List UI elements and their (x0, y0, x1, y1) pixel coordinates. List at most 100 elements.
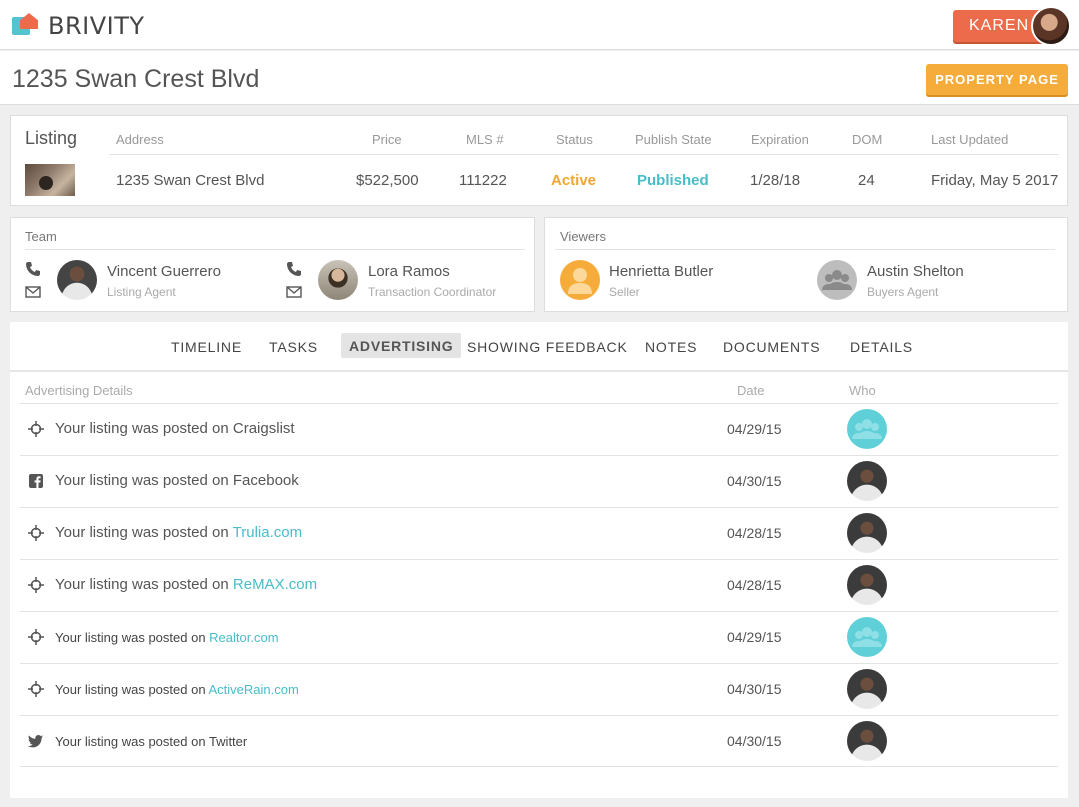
viewer-role: Seller (609, 285, 640, 299)
user-silhouette-icon (568, 268, 592, 294)
brand-name: BRIVITY (48, 12, 145, 40)
title-row: 1235 Swan Crest Blvd PROPERTY PAGE (0, 51, 1079, 105)
viewer-avatar-austin[interactable] (817, 260, 857, 300)
advertising-site-link[interactable]: Trulia.com (232, 524, 303, 541)
property-page-button[interactable]: PROPERTY PAGE (926, 64, 1068, 95)
phone-icon[interactable] (25, 261, 41, 277)
advertising-date: 04/28/15 (727, 525, 782, 541)
crosshair-icon (28, 525, 44, 541)
team-member-name[interactable]: Lora Ramos (368, 263, 450, 280)
user-avatar[interactable] (1031, 6, 1071, 46)
date-header: Date (737, 383, 765, 398)
col-price: Price (372, 132, 402, 147)
advertising-date: 04/29/15 (727, 629, 782, 645)
page-title: 1235 Swan Crest Blvd (12, 65, 260, 93)
listing-panel: Listing Address Price MLS # Status Publi… (10, 115, 1068, 206)
advertising-site-link[interactable]: Realtor.com (209, 630, 279, 645)
advertising-date: 04/30/15 (727, 473, 782, 489)
advertising-text: Your listing was posted on ActiveRain.co… (55, 682, 299, 697)
tab-showing-feedback[interactable]: SHOWING FEEDBACK (467, 339, 628, 355)
team-panel: Team Vincent Guerrero Listing Agent Lora… (10, 217, 535, 312)
team-title: Team (25, 229, 57, 244)
col-last-updated: Last Updated (931, 132, 1009, 147)
brivity-logo[interactable]: BRIVITY (12, 12, 145, 40)
col-dom: DOM (852, 132, 883, 147)
advertising-text: Your listing was posted on Twitter (55, 734, 247, 749)
advertising-row[interactable]: Your listing was posted on Craigslist 04/… (20, 403, 1058, 455)
viewer-role: Buyers Agent (867, 285, 939, 299)
listing-price: $522,500 (356, 172, 419, 189)
advertising-prefix: Your listing was posted on (55, 734, 209, 749)
col-mls: MLS # (466, 132, 504, 147)
listing-title: Listing (25, 128, 78, 148)
team-divider (25, 249, 525, 250)
team-member-role: Transaction Coordinator (368, 285, 497, 299)
listing-publish-state: Published (637, 172, 709, 189)
advertising-details-header: Advertising Details (25, 383, 133, 398)
who-person-avatar[interactable] (847, 513, 887, 553)
group-icon (822, 270, 852, 290)
tab-details[interactable]: DETAILS (850, 339, 913, 355)
col-publish-state: Publish State (635, 132, 712, 147)
who-person-avatar[interactable] (847, 461, 887, 501)
main-panel: TIMELINE TASKS ADVERTISING SHOWING FEEDB… (10, 322, 1068, 798)
viewer-name[interactable]: Austin Shelton (867, 263, 964, 280)
group-icon (852, 419, 882, 439)
col-address: Address (116, 132, 164, 147)
advertising-site-name: Craigslist (232, 420, 295, 437)
tab-notes[interactable]: NOTES (645, 339, 698, 355)
listing-thumbnail[interactable] (25, 164, 75, 196)
advertising-prefix: Your listing was posted on (55, 524, 233, 541)
mail-icon[interactable] (25, 284, 41, 300)
team-avatar-lora[interactable] (318, 260, 358, 300)
who-person-avatar[interactable] (847, 565, 887, 605)
tab-documents[interactable]: DOCUMENTS (723, 339, 821, 355)
who-team-avatar[interactable] (847, 409, 887, 449)
viewers-divider (555, 249, 1055, 250)
listing-divider (109, 154, 1059, 155)
advertising-prefix: Your listing was posted on (55, 630, 210, 645)
who-header: Who (849, 383, 876, 398)
listing-status: Active (551, 172, 597, 189)
team-member-name[interactable]: Vincent Guerrero (107, 263, 221, 280)
advertising-row[interactable]: Your listing was posted on Twitter 04/30/… (20, 715, 1058, 767)
col-status: Status (556, 132, 593, 147)
advertising-prefix: Your listing was posted on (55, 576, 233, 593)
viewer-avatar-henrietta[interactable] (560, 260, 600, 300)
brivity-logo-icon (12, 13, 42, 39)
col-expiration: Expiration (751, 132, 809, 147)
advertising-date: 04/28/15 (727, 577, 782, 593)
crosshair-icon (28, 681, 44, 697)
advertising-site-name: Twitter (208, 734, 248, 749)
viewer-name[interactable]: Henrietta Butler (609, 263, 714, 280)
listing-last-updated: Friday, May 5 2017 (931, 172, 1059, 189)
advertising-row[interactable]: Your listing was posted on ActiveRain.co… (20, 663, 1058, 715)
who-person-avatar[interactable] (847, 721, 887, 761)
team-avatar-vincent[interactable] (57, 260, 97, 300)
crosshair-icon (28, 577, 44, 593)
advertising-site-link[interactable]: ActiveRain.com (208, 682, 299, 697)
advertising-row[interactable]: Your listing was posted on ReMAX.com 04/2… (20, 559, 1058, 611)
tab-advertising[interactable]: ADVERTISING (341, 333, 462, 358)
advertising-prefix: Your listing was posted on (55, 420, 233, 437)
who-person-avatar[interactable] (847, 669, 887, 709)
advertising-text: Your listing was posted on ReMAX.com (55, 576, 317, 593)
advertising-text: Your listing was posted on Trulia.com (55, 524, 302, 541)
tab-timeline[interactable]: TIMELINE (171, 339, 242, 355)
advertising-date: 04/30/15 (727, 733, 782, 749)
advertising-date: 04/29/15 (727, 421, 782, 437)
advertising-row[interactable]: Your listing was posted on Facebook 04/30… (20, 455, 1058, 507)
advertising-prefix: Your listing was posted on (55, 682, 209, 697)
advertising-text: Your listing was posted on Realtor.com (55, 630, 279, 645)
phone-icon[interactable] (286, 261, 302, 277)
tab-bar: TIMELINE TASKS ADVERTISING SHOWING FEEDB… (10, 322, 1068, 372)
advertising-row[interactable]: Your listing was posted on Trulia.com 04/… (20, 507, 1058, 559)
advertising-text: Your listing was posted on Facebook (55, 472, 299, 489)
listing-dom: 24 (858, 172, 875, 189)
tab-tasks[interactable]: TASKS (269, 339, 318, 355)
advertising-row[interactable]: Your listing was posted on Realtor.com 04… (20, 611, 1058, 663)
viewers-panel: Viewers Henrietta Butler Seller Austin S… (544, 217, 1068, 312)
advertising-site-link[interactable]: ReMAX.com (232, 576, 318, 593)
mail-icon[interactable] (286, 284, 302, 300)
who-team-avatar[interactable] (847, 617, 887, 657)
